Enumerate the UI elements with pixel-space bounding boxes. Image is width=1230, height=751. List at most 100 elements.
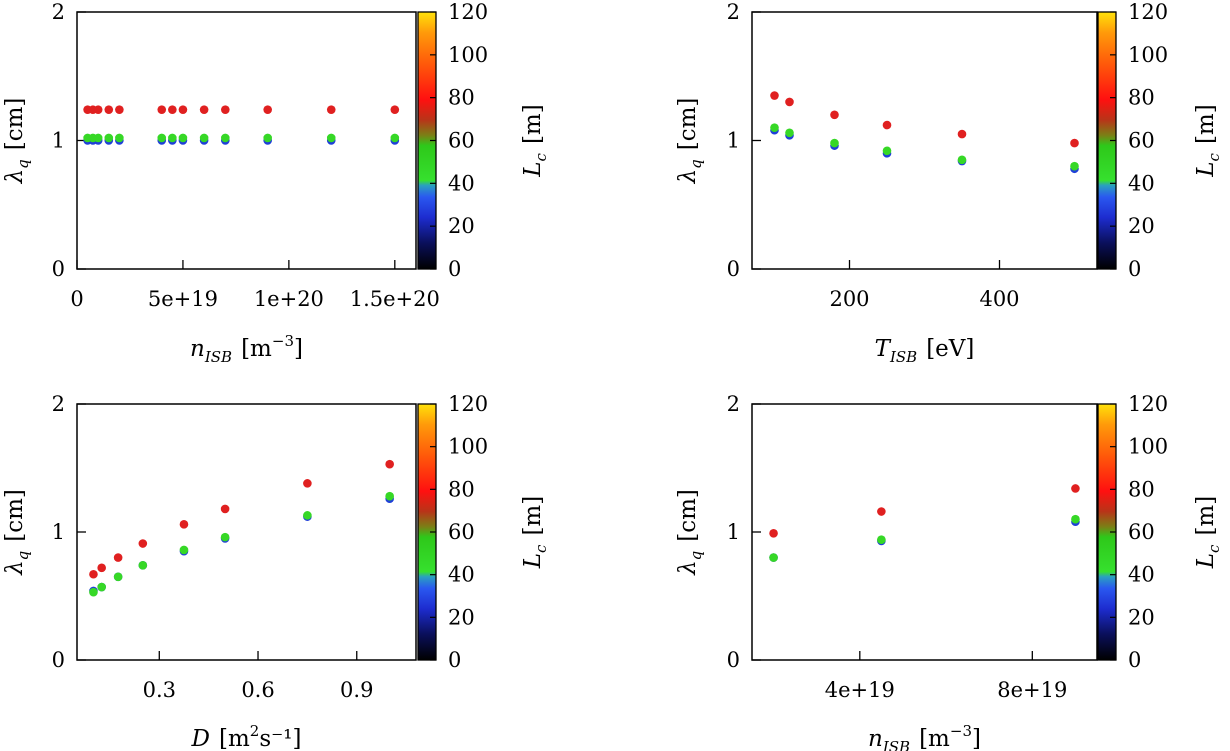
x-axis-title: nISB [m−3] bbox=[190, 332, 303, 366]
colorbar-title: Lc [m] bbox=[520, 104, 550, 177]
y-axis-title-symbol: λ bbox=[675, 560, 701, 576]
x-tick-label: 5e+19 bbox=[148, 287, 218, 311]
colorbar-tick-label: 40 bbox=[1128, 171, 1155, 195]
data-point-series-3 bbox=[769, 528, 778, 538]
colorbar-tick-label: 20 bbox=[448, 214, 475, 238]
data-point-series-2 bbox=[830, 138, 839, 148]
colorbar-tick-label: 80 bbox=[448, 86, 475, 110]
colorbar-title: Lc [m] bbox=[1193, 496, 1223, 569]
colorbar-title-subscript: c bbox=[532, 152, 550, 161]
data-point-series-3 bbox=[263, 105, 272, 114]
colorbar-tick-label: 120 bbox=[1128, 392, 1168, 416]
chart-panel-2: 0 1 2 200 400 0 20 40 60 80 100 120 TISB [eV] λq [cm] Lc… bbox=[675, 0, 1223, 366]
y-tick-label: 2 bbox=[52, 392, 65, 416]
data-point-series-3 bbox=[93, 105, 103, 114]
data-point-series-2 bbox=[785, 128, 794, 138]
data-point-series-2 bbox=[115, 133, 124, 143]
colorbar-tick-label: 100 bbox=[448, 435, 488, 459]
y-axis-title-unit: [cm] bbox=[2, 98, 28, 151]
data-point-series-2 bbox=[390, 133, 400, 143]
y-axis-title-subscript: q bbox=[14, 159, 32, 169]
y-axis-title: λq [cm] bbox=[675, 489, 705, 576]
data-point-series-3 bbox=[326, 105, 336, 114]
data-point-series-2 bbox=[179, 545, 189, 555]
x-axis-title: nISB [m−3] bbox=[868, 722, 981, 751]
colorbar-tick-label: 40 bbox=[448, 171, 475, 195]
colorbar-tick-label: 80 bbox=[1128, 477, 1155, 501]
colorbar-title: Lc [m] bbox=[520, 496, 550, 569]
data-point-series-2 bbox=[1071, 514, 1080, 524]
colorbar-tick-label: 40 bbox=[448, 563, 475, 587]
x-axis-title-symbol: D bbox=[191, 726, 210, 751]
colorbar-tick-label: 0 bbox=[448, 648, 461, 672]
data-point-series-3 bbox=[104, 105, 114, 114]
x-axis-title-subscript: ISB bbox=[882, 738, 910, 751]
colorbar-title-unit: [m] bbox=[520, 104, 546, 144]
colorbar-tick-label: 100 bbox=[1128, 435, 1168, 459]
colorbar-tick-label: 0 bbox=[1128, 648, 1141, 672]
data-point-series-2 bbox=[882, 146, 892, 156]
data-point-series-3 bbox=[221, 105, 230, 114]
y-axis-title-subscript: q bbox=[687, 551, 705, 561]
colorbar-tick-label: 80 bbox=[1128, 86, 1155, 110]
data-point-series-3 bbox=[1071, 484, 1080, 493]
colorbar-tick-label: 100 bbox=[448, 43, 488, 67]
x-axis-title: D [m2s⁻¹] bbox=[191, 722, 302, 751]
colorbar-title-symbol: L bbox=[1193, 161, 1219, 177]
data-point-series-3 bbox=[830, 110, 839, 120]
y-tick-label: 0 bbox=[727, 648, 740, 672]
data-point-series-2 bbox=[877, 535, 886, 544]
y-axis-title-unit: [cm] bbox=[2, 489, 28, 542]
y-tick-label: 2 bbox=[727, 392, 740, 416]
x-axis-title-symbol: n bbox=[190, 336, 205, 362]
x-tick-label: 200 bbox=[829, 287, 869, 311]
colorbar-tick-label: 60 bbox=[1128, 520, 1155, 544]
x-axis-title-symbol: T bbox=[875, 336, 892, 362]
data-point-series-2 bbox=[97, 582, 106, 592]
data-point-series-2 bbox=[769, 553, 778, 562]
colorbar-tick-label: 40 bbox=[1128, 563, 1155, 587]
data-point-series-2 bbox=[263, 133, 272, 143]
y-tick-label: 1 bbox=[52, 129, 65, 153]
y-tick-label: 2 bbox=[727, 0, 740, 24]
data-point-series-2 bbox=[326, 133, 336, 143]
colorbar-tick-label: 100 bbox=[1128, 43, 1168, 67]
colorbar-tick-label: 120 bbox=[448, 0, 488, 24]
colorbar-tick-label: 120 bbox=[448, 392, 488, 416]
x-axis-title-symbol: n bbox=[868, 726, 883, 751]
y-axis-title-subscript: q bbox=[14, 551, 32, 561]
colorbar-title-symbol: L bbox=[1193, 553, 1219, 569]
colorbar-tick-label: 60 bbox=[448, 520, 475, 544]
data-point-series-3 bbox=[157, 105, 167, 114]
data-point-series-2 bbox=[178, 133, 188, 143]
data-point-series-3 bbox=[168, 105, 177, 114]
data-point-series-3 bbox=[877, 507, 886, 516]
y-axis-title: λq [cm] bbox=[2, 98, 32, 185]
data-point-series-2 bbox=[89, 587, 98, 597]
colorbar-tick-label: 120 bbox=[1128, 0, 1168, 24]
colorbar-tick-label: 20 bbox=[1128, 605, 1155, 629]
colorbar-title: Lc [m] bbox=[1193, 104, 1223, 177]
x-axis-title-unit-end: ] bbox=[294, 336, 303, 362]
data-point-series-3 bbox=[89, 569, 98, 579]
data-point-series-3 bbox=[138, 539, 148, 548]
colorbar-title-symbol: L bbox=[520, 553, 546, 569]
data-point-series-2 bbox=[385, 491, 394, 501]
data-point-series-3 bbox=[113, 553, 123, 562]
plot-frame bbox=[76, 403, 417, 661]
data-point-series-3 bbox=[882, 120, 892, 130]
colorbar-title-symbol: L bbox=[520, 161, 546, 177]
x-axis-title-unit-exponent: −3 bbox=[272, 332, 294, 350]
x-tick-label: 0 bbox=[70, 287, 83, 311]
x-axis-title-unit-exponent: 2 bbox=[250, 722, 260, 740]
x-tick-label: 0.9 bbox=[340, 678, 373, 702]
y-axis-title: λq [cm] bbox=[675, 98, 705, 185]
x-tick-label: 0.3 bbox=[143, 678, 176, 702]
y-tick-label: 2 bbox=[52, 0, 65, 24]
data-point-series-3 bbox=[957, 129, 967, 139]
x-axis-title-unit-exponent: −3 bbox=[950, 722, 972, 740]
y-tick-label: 0 bbox=[52, 257, 65, 281]
y-axis-title-symbol: λ bbox=[2, 560, 28, 576]
